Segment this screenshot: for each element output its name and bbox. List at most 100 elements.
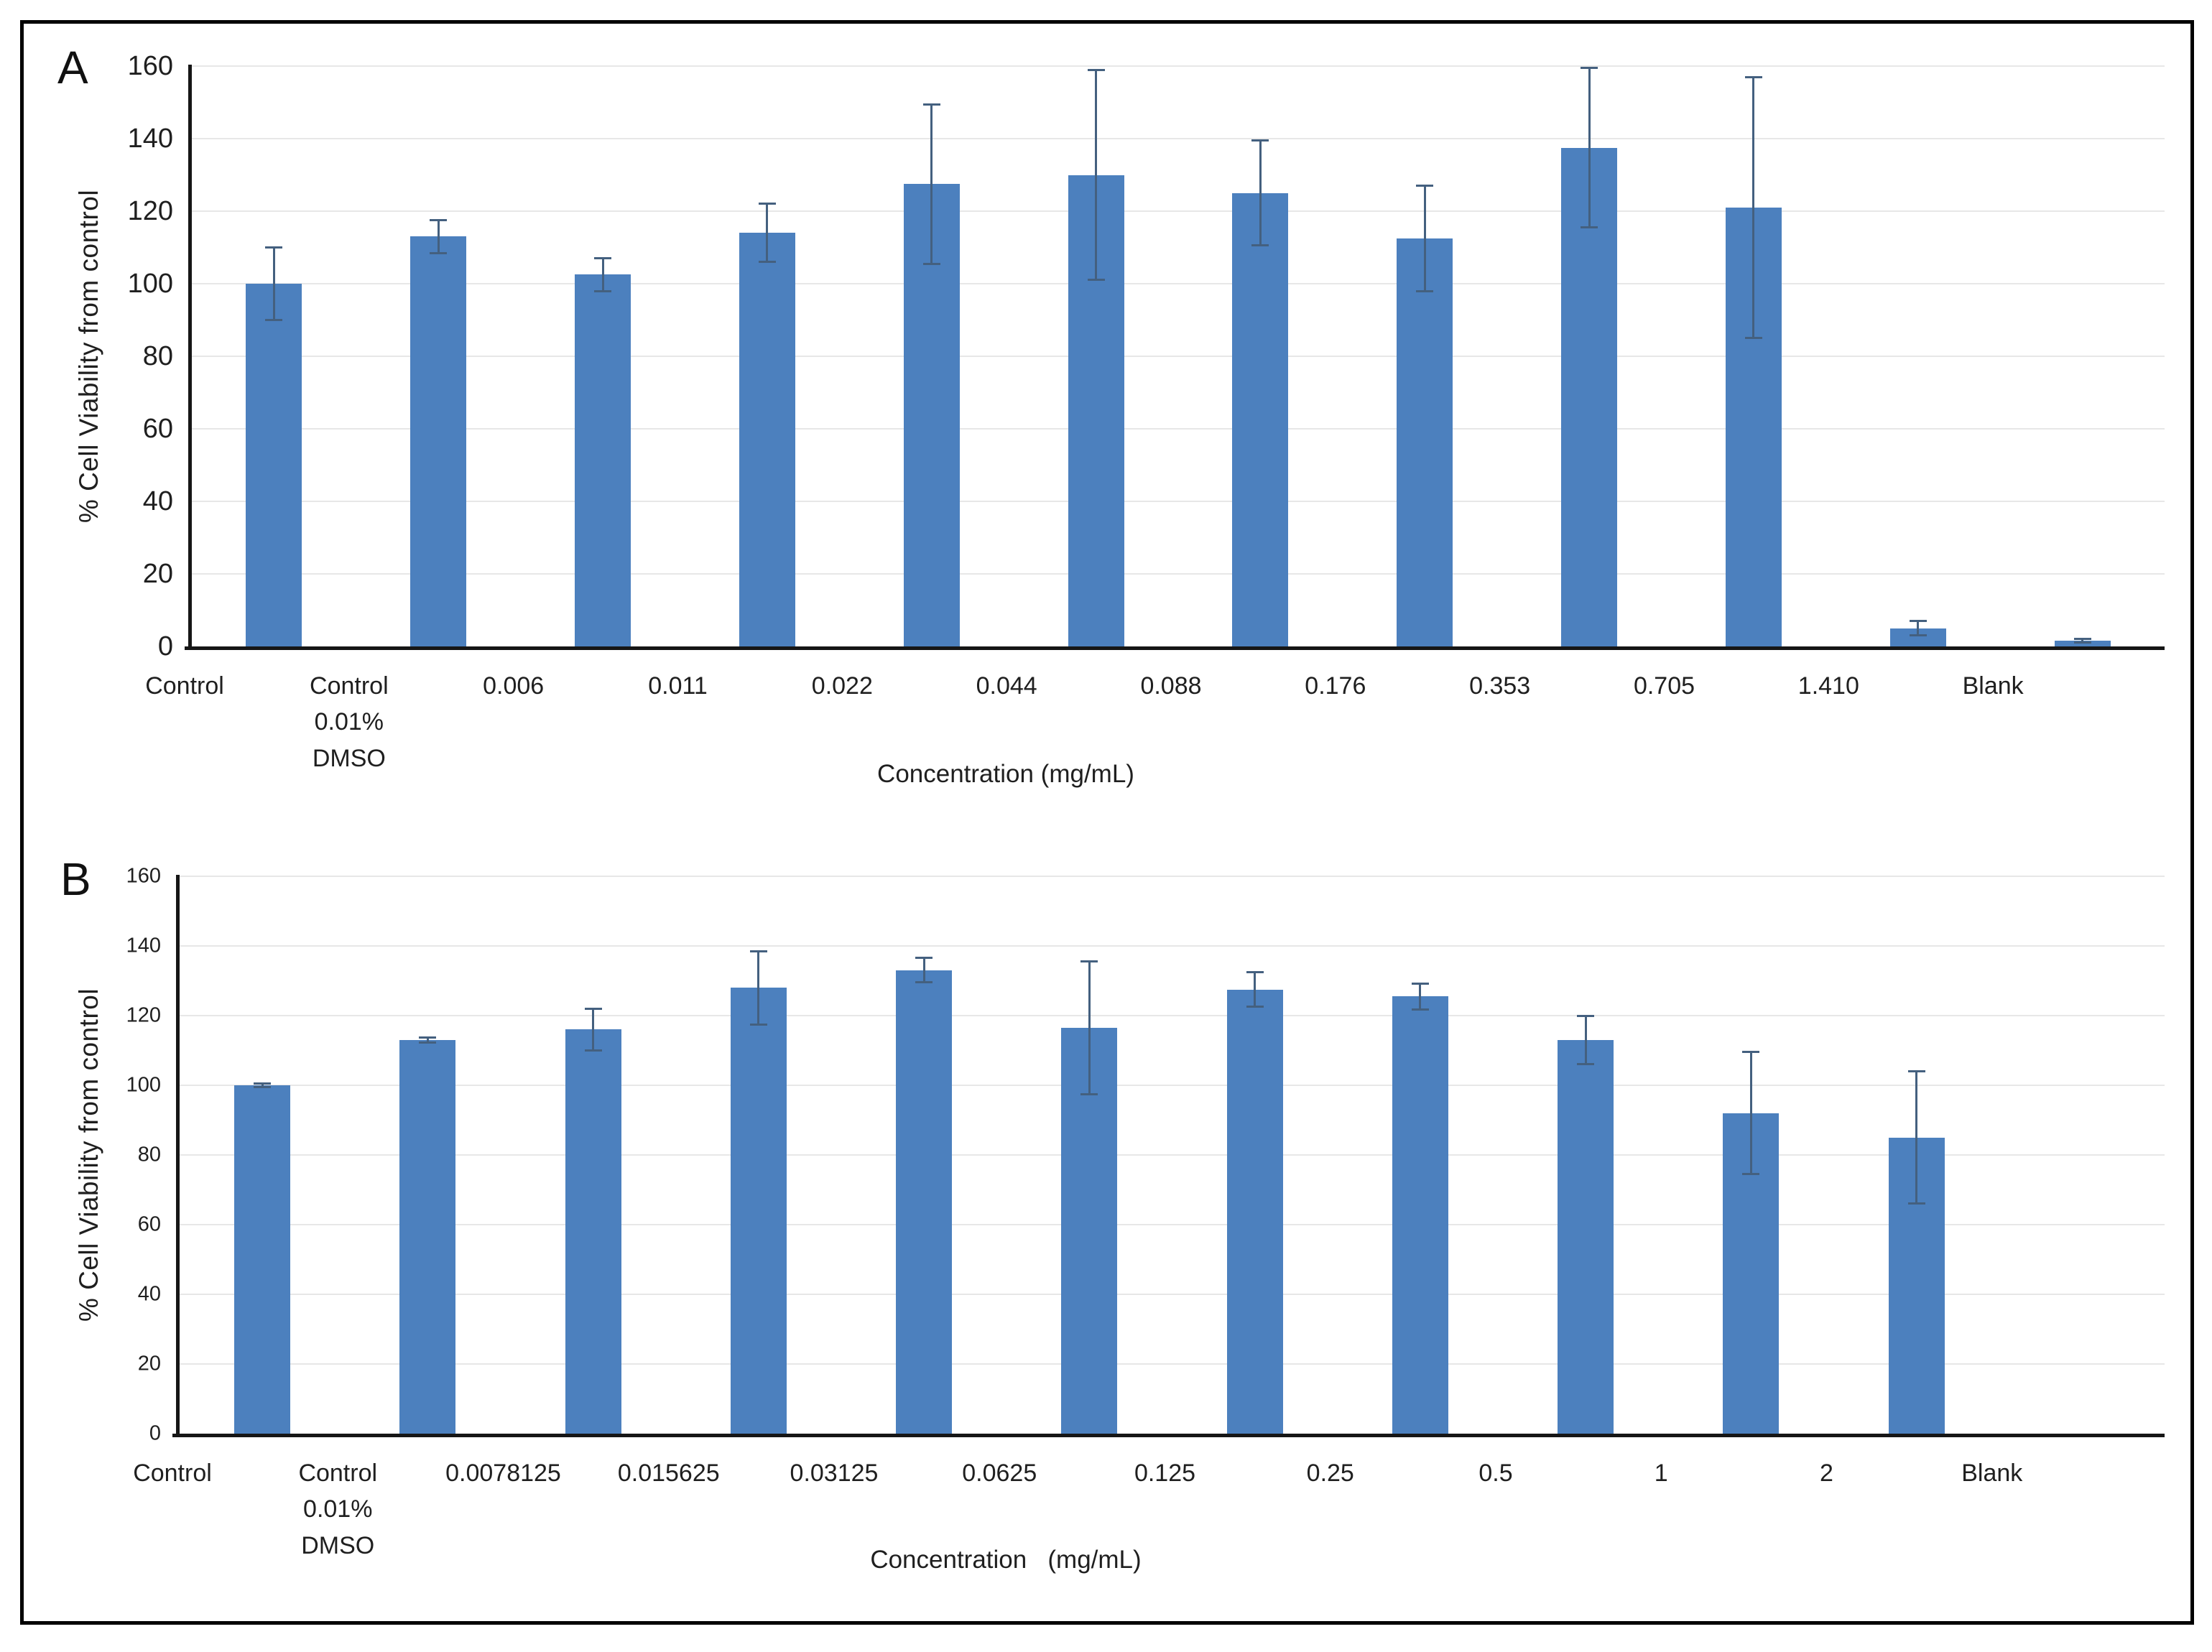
x-tick-label: 0.5: [1478, 1460, 1513, 1487]
error-bar: [1752, 77, 1755, 338]
error-bar-cap: [594, 257, 612, 260]
panel-a-y-axis-title: % Cell Viability from control: [74, 189, 103, 524]
error-bar: [1088, 961, 1091, 1095]
error-bar-cap: [1416, 289, 1434, 292]
error-bar-cap: [1577, 1063, 1595, 1066]
error-bar-cap: [915, 981, 933, 984]
x-tick-label: Control 0.01% DMSO: [310, 672, 389, 772]
error-bar: [1095, 70, 1098, 280]
figure-border: [20, 20, 2194, 1625]
error-bar-cap: [584, 1049, 602, 1052]
x-tick-label: 1.410: [1797, 672, 1859, 700]
error-bar-cap: [1251, 139, 1269, 142]
error-bar-cap: [1907, 1070, 1925, 1073]
y-tick-label: 0: [149, 1421, 161, 1445]
x-tick-label: 0.0625: [962, 1460, 1037, 1487]
gridline: [180, 1085, 2165, 1086]
error-bar-cap: [922, 262, 940, 265]
error-bar: [1917, 621, 1920, 636]
bar: [730, 988, 787, 1434]
x-tick-label: 0.022: [811, 672, 873, 700]
error-bar-cap: [758, 203, 776, 205]
x-tick-label: 0.125: [1134, 1460, 1196, 1487]
error-bar-cap: [1411, 1008, 1429, 1011]
x-tick-label: 0.006: [483, 672, 545, 700]
gridline: [180, 1154, 2165, 1156]
y-tick-label: 60: [137, 1212, 161, 1236]
bar: [1232, 192, 1289, 646]
bar: [1226, 989, 1283, 1434]
x-tick-label: 0.044: [976, 672, 1037, 700]
error-bar-cap: [2073, 638, 2091, 641]
gridline: [192, 138, 2165, 139]
x-tick-label: 0.011: [648, 672, 708, 700]
error-bar-cap: [430, 251, 448, 254]
y-tick-label: 140: [126, 934, 161, 957]
error-bar-cap: [265, 246, 283, 249]
y-tick-label: 140: [127, 124, 173, 154]
x-tick-label: 0.353: [1469, 672, 1531, 700]
error-bar: [1259, 140, 1262, 246]
error-bar: [601, 258, 604, 292]
gridline: [180, 1224, 2165, 1225]
gridline: [192, 65, 2165, 67]
error-bar-cap: [1246, 970, 1264, 973]
x-tick-label: Control: [133, 1460, 212, 1487]
error-bar-cap: [1909, 634, 1927, 637]
error-bar-cap: [265, 319, 283, 321]
error-bar: [1915, 1071, 1918, 1204]
bar: [1561, 147, 1618, 646]
error-bar-cap: [1581, 226, 1598, 229]
error-bar-cap: [430, 219, 448, 222]
y-tick-label: 160: [127, 51, 173, 81]
gridline: [192, 501, 2165, 502]
y-tick-label: 120: [126, 1003, 161, 1027]
y-tick-label: 80: [137, 1143, 161, 1166]
y-axis-line: [188, 65, 192, 649]
panel-a-label: A: [57, 42, 88, 93]
bar: [234, 1085, 291, 1434]
error-bar-cap: [2073, 641, 2091, 644]
error-bar-cap: [1411, 982, 1429, 985]
error-bar-cap: [922, 103, 940, 106]
gridline: [192, 573, 2165, 575]
gridline: [192, 210, 2165, 212]
error-bar-cap: [254, 1082, 272, 1085]
error-bar: [1584, 1016, 1587, 1064]
bar: [739, 233, 795, 646]
x-tick-label: 0.176: [1305, 672, 1366, 700]
error-bar-cap: [1080, 960, 1098, 963]
bar: [1558, 1039, 1614, 1434]
x-tick-label: Control 0.01% DMSO: [298, 1460, 378, 1559]
bar: [1392, 996, 1448, 1434]
panel-b-label: B: [60, 853, 91, 905]
error-bar: [930, 104, 933, 264]
error-bar-cap: [749, 1023, 767, 1026]
error-bar: [1423, 185, 1426, 292]
error-bar-cap: [1744, 75, 1762, 78]
x-tick-label: 1: [1654, 1460, 1668, 1487]
error-bar: [1588, 68, 1591, 228]
error-bar: [1419, 983, 1422, 1010]
error-bar-cap: [1744, 337, 1762, 340]
gridline: [180, 876, 2165, 877]
gridline: [180, 1294, 2165, 1295]
error-bar: [2081, 639, 2084, 643]
gridline: [180, 1363, 2165, 1365]
error-bar-cap: [1251, 244, 1269, 247]
y-tick-label: 120: [127, 196, 173, 226]
bar: [575, 274, 631, 646]
y-tick-label: 20: [137, 1352, 161, 1375]
error-bar-cap: [419, 1036, 437, 1039]
x-tick-label: 0.088: [1140, 672, 1202, 700]
error-bar-cap: [584, 1007, 602, 1010]
error-bar: [1749, 1052, 1752, 1174]
y-tick-label: 160: [126, 864, 161, 888]
error-bar-cap: [749, 950, 767, 952]
bar: [246, 284, 302, 646]
panel-a-x-axis-title: Concentration (mg/mL): [877, 760, 1134, 788]
error-bar: [272, 247, 275, 320]
error-bar: [922, 958, 925, 983]
error-bar-cap: [254, 1086, 272, 1089]
error-bar-cap: [1742, 1051, 1760, 1054]
